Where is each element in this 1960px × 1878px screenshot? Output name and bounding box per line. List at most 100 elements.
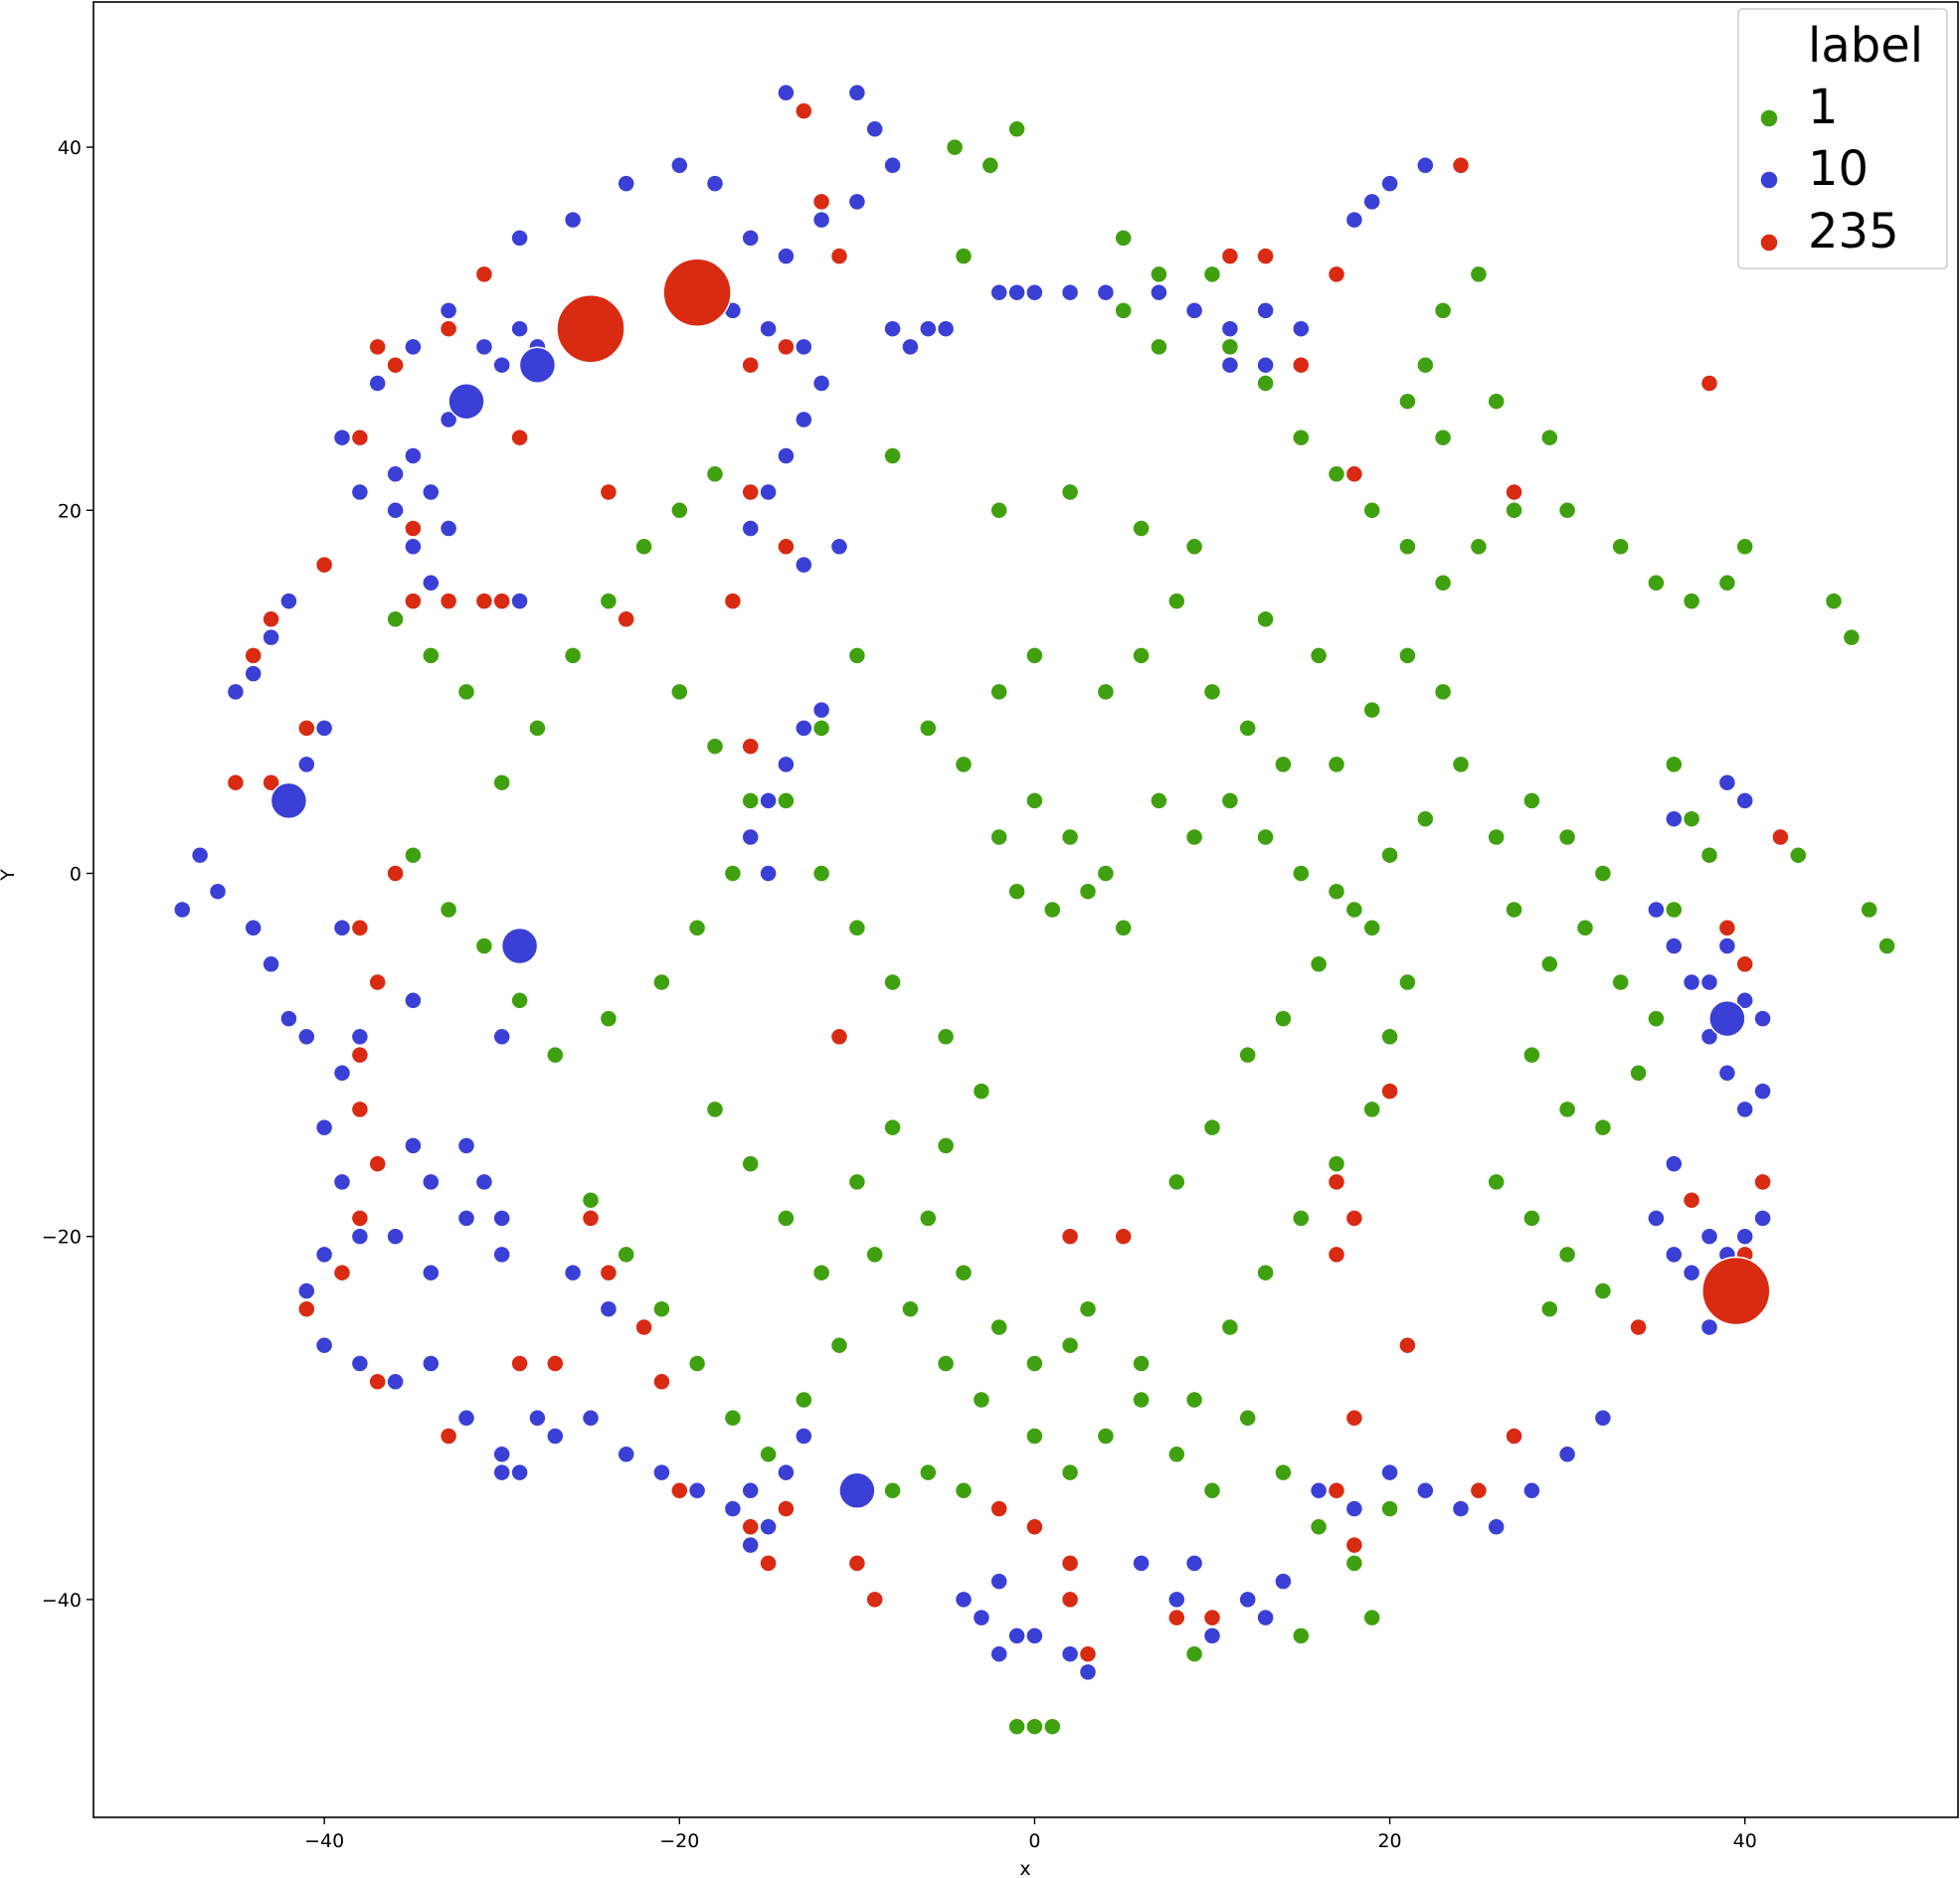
point-235-85 <box>368 337 387 357</box>
point-10-31 <box>262 954 280 974</box>
point-1-81 <box>936 1354 956 1373</box>
point-10-132 <box>936 319 956 338</box>
point-1-168 <box>1132 1390 1151 1410</box>
point-10-74 <box>422 482 441 502</box>
point-1-13 <box>1309 646 1329 665</box>
point-1-89 <box>1540 427 1559 447</box>
point-1-157 <box>811 1263 831 1282</box>
point-1-84 <box>1433 301 1453 320</box>
point-1-171 <box>1238 1409 1257 1428</box>
point-1-162 <box>919 1462 938 1482</box>
point-1-142 <box>439 900 458 920</box>
point-10-120 <box>1344 210 1364 230</box>
y-axis-ticks: −40 −20 0 20 40 <box>42 137 93 1612</box>
point-1-53 <box>1238 1045 1257 1065</box>
point-1-173 <box>1309 1517 1329 1537</box>
point-235-32 <box>670 1481 689 1500</box>
point-10-18 <box>332 427 352 447</box>
point-10-5 <box>847 192 867 212</box>
point-1-86 <box>1398 392 1417 411</box>
point-1-19 <box>883 972 902 992</box>
point-1-97 <box>1469 537 1489 557</box>
point-10-64 <box>474 1172 494 1192</box>
point-10-101 <box>1025 1626 1044 1645</box>
point-10-127 <box>1060 282 1080 302</box>
point-10-55 <box>563 1263 583 1282</box>
point-1-45 <box>1398 646 1417 665</box>
point-10-105 <box>1007 1626 1026 1645</box>
point-1-69 <box>1292 864 1311 883</box>
point-1-189 <box>1682 809 1701 828</box>
point-1-90 <box>1557 501 1577 520</box>
point-1-29 <box>919 719 938 738</box>
point-10-176 <box>528 1409 547 1428</box>
point-10-100 <box>989 1572 1008 1591</box>
point-10-79 <box>795 337 813 357</box>
point-10-67 <box>492 355 511 375</box>
point-1-109 <box>1522 791 1541 810</box>
point-235-79 <box>1114 1227 1133 1246</box>
point-1-136 <box>687 919 707 938</box>
point-1-112 <box>1575 919 1595 938</box>
point-10-75 <box>439 519 458 538</box>
point-1-158 <box>777 1209 796 1228</box>
y-tick-label: −20 <box>42 1227 82 1249</box>
point-235-31 <box>652 1372 671 1392</box>
point-10-22 <box>422 574 441 593</box>
point-10-88 <box>795 719 813 738</box>
point-10-143 <box>1753 1082 1772 1101</box>
point-235-4 <box>617 609 635 629</box>
point-1-85 <box>1416 355 1435 375</box>
point-1-179 <box>1292 1626 1311 1645</box>
point-10-142 <box>1735 1100 1754 1119</box>
point-1-184 <box>1860 900 1878 920</box>
point-10-28 <box>297 755 316 774</box>
point-1-118 <box>1593 1117 1613 1137</box>
point-10-72 <box>404 446 423 465</box>
point-1-139 <box>546 1045 565 1065</box>
point-235-57 <box>1327 264 1346 284</box>
y-tick-label: 0 <box>70 863 82 885</box>
point-10-145 <box>1699 972 1719 992</box>
point-1-107 <box>1114 229 1133 248</box>
point-1-4 <box>1114 301 1133 320</box>
point-10-157 <box>1593 1409 1613 1428</box>
point-1-50 <box>1344 900 1364 920</box>
point-235-78 <box>1327 1245 1346 1265</box>
point-1-65 <box>1380 1027 1399 1047</box>
point-10-117 <box>1292 319 1311 338</box>
point-10-12 <box>563 210 583 230</box>
point-235-48 <box>1025 1517 1044 1537</box>
point-1-0 <box>954 247 974 265</box>
point-235-34 <box>474 592 494 610</box>
point-10-30 <box>244 919 263 938</box>
point-1-5 <box>1150 337 1168 357</box>
point-235-11 <box>777 537 796 557</box>
point-1-190 <box>1699 845 1719 865</box>
point-1-147 <box>422 646 441 665</box>
point-10-99 <box>972 1608 991 1627</box>
point-1-120 <box>1522 1045 1541 1065</box>
point-1-46 <box>1433 682 1453 702</box>
point-1-11 <box>1184 537 1204 557</box>
point-1-92 <box>1647 574 1666 593</box>
legend-label-10: 10 <box>1808 141 1869 197</box>
point-1-132 <box>670 682 689 702</box>
point-10-158 <box>1557 1445 1577 1464</box>
point-235-50 <box>1060 1590 1080 1610</box>
point-10-165 <box>1309 1481 1329 1500</box>
point-235-69 <box>1629 1317 1648 1337</box>
point-1-2 <box>980 156 1000 175</box>
point-1-110 <box>1557 827 1577 847</box>
point-1-182 <box>1824 592 1844 610</box>
point-235-75 <box>1344 1535 1364 1555</box>
point-235-65 <box>1753 1172 1772 1192</box>
point-1-87 <box>1433 427 1453 447</box>
point-1-149 <box>581 1190 601 1210</box>
point-235-41 <box>226 772 246 792</box>
point-1-133 <box>705 737 725 756</box>
point-10-173 <box>332 919 352 938</box>
point-10-47 <box>510 1462 529 1482</box>
point-1-36 <box>1202 682 1222 702</box>
point-1-156 <box>829 1335 849 1355</box>
